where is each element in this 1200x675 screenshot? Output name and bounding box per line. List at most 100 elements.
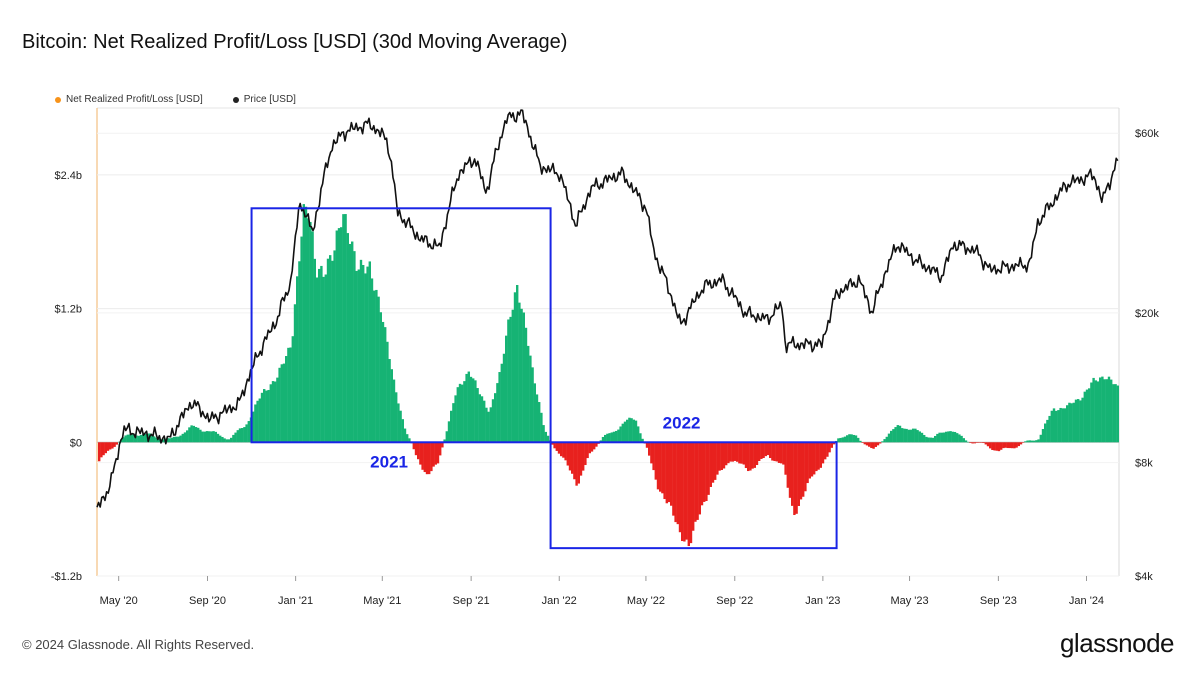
nrpl-bar: [736, 442, 739, 462]
nrpl-bar: [694, 442, 697, 522]
nrpl-bar: [588, 442, 591, 454]
nrpl-bar: [452, 403, 455, 443]
nrpl-bar: [626, 419, 629, 443]
nrpl-bar: [276, 377, 279, 443]
x-tick-label: Sep '21: [453, 595, 490, 607]
nrpl-bar: [674, 442, 677, 523]
nrpl-bar: [1088, 388, 1091, 443]
nrpl-bar: [403, 428, 407, 443]
nrpl-bar: [870, 442, 873, 449]
nrpl-bar: [333, 250, 336, 443]
nrpl-bar: [993, 442, 996, 451]
nrpl-bar: [720, 442, 723, 471]
nrpl-bar: [784, 442, 787, 475]
nrpl-bar: [351, 241, 354, 443]
nrpl-bar: [263, 389, 266, 443]
nrpl-bar: [384, 327, 387, 443]
nrpl-bar: [329, 255, 332, 443]
nrpl-bar: [344, 214, 347, 443]
nrpl-bar: [841, 437, 844, 443]
nrpl-bar: [667, 442, 671, 503]
nrpl-bar: [181, 433, 184, 443]
nrpl-bar: [227, 439, 231, 443]
nrpl-bar: [210, 431, 213, 443]
nrpl-bar: [865, 442, 869, 446]
nrpl-bar: [1116, 385, 1119, 443]
nrpl-bar: [1024, 441, 1027, 443]
nrpl-bar: [274, 381, 277, 443]
nrpl-bar: [791, 442, 794, 506]
nrpl-bar: [256, 400, 259, 443]
nrpl-bar: [357, 269, 360, 443]
nrpl-bar: [542, 425, 545, 443]
nrpl-bar: [797, 442, 800, 506]
nrpl-bar: [1083, 391, 1086, 443]
nrpl-bar: [175, 436, 178, 443]
nrpl-bar: [280, 364, 283, 443]
nrpl-bar: [318, 268, 321, 443]
nrpl-bar: [568, 442, 572, 471]
nrpl-bar: [1074, 399, 1078, 443]
nrpl-bar: [718, 442, 721, 471]
nrpl-bar: [885, 436, 888, 443]
nrpl-bar: [621, 423, 624, 443]
nrpl-bar: [186, 430, 189, 443]
nrpl-bar: [494, 393, 497, 443]
nrpl-bar: [678, 442, 682, 533]
axis-ticks: $2.4b $1.2b $0 -$1.2b $60k $20k $8k $4k May '20 S…: [51, 128, 1160, 607]
nrpl-bar: [1066, 405, 1069, 443]
nrpl-bar: [179, 435, 182, 443]
nrpl-bar: [285, 356, 288, 443]
nrpl-bar: [824, 442, 827, 460]
nrpl-bar: [474, 380, 477, 443]
nrpl-bar: [562, 442, 565, 458]
nrpl-bar: [419, 442, 422, 465]
nrpl-bar: [579, 442, 583, 476]
nrpl-bar: [432, 442, 435, 467]
nrpl-bar: [905, 428, 908, 443]
nrpl-bar: [100, 442, 103, 458]
nrpl-bar: [544, 431, 547, 443]
nrpl-bar: [1033, 440, 1036, 443]
nrpl-bar: [1044, 423, 1047, 443]
nrpl-bar: [340, 227, 343, 443]
nrpl-bar: [940, 432, 943, 443]
nrpl-bar: [830, 442, 833, 448]
nrpl-bar: [689, 442, 693, 544]
nrpl-bar: [709, 442, 712, 487]
nrpl-bar: [916, 430, 919, 443]
nrpl-bar: [243, 427, 246, 443]
nrpl-bar: [971, 442, 974, 444]
nrpl-bar: [934, 435, 937, 443]
nrpl-bar: [375, 289, 378, 443]
nrpl-bar: [98, 442, 101, 462]
nrpl-bar: [172, 436, 176, 443]
legend-item-price[interactable]: Price [USD]: [232, 94, 296, 105]
nrpl-bar: [408, 438, 411, 443]
nrpl-bar: [131, 433, 134, 443]
nrpl-bar: [1002, 442, 1005, 449]
nrpl-bar: [258, 398, 261, 443]
legend-item-nrpl[interactable]: Net Realized Profit/Loss [USD]: [55, 94, 203, 105]
nrpl-bar: [1099, 377, 1102, 443]
nrpl-bar: [964, 440, 968, 443]
nrpl-bar: [670, 442, 673, 506]
nrpl-bar: [111, 442, 114, 449]
nrpl-bar: [991, 442, 994, 450]
nrpl-bar: [846, 435, 849, 443]
nrpl-bar: [1085, 389, 1089, 443]
nrpl-bar: [241, 428, 244, 443]
nrpl-bar: [370, 278, 374, 443]
nrpl-bar: [804, 442, 807, 492]
x-tick-label: May '21: [363, 595, 401, 607]
nrpl-bar: [733, 442, 737, 461]
nrpl-bar: [230, 437, 233, 443]
nrpl-bar: [894, 427, 897, 443]
x-tick-label: Sep '22: [716, 595, 753, 607]
nrpl-bar: [166, 438, 169, 443]
right-tick-label: $20k: [1135, 308, 1159, 320]
nrpl-bar: [199, 429, 202, 443]
nrpl-bar: [967, 441, 970, 443]
nrpl-bar: [359, 259, 363, 443]
nrpl-bar: [313, 258, 316, 443]
